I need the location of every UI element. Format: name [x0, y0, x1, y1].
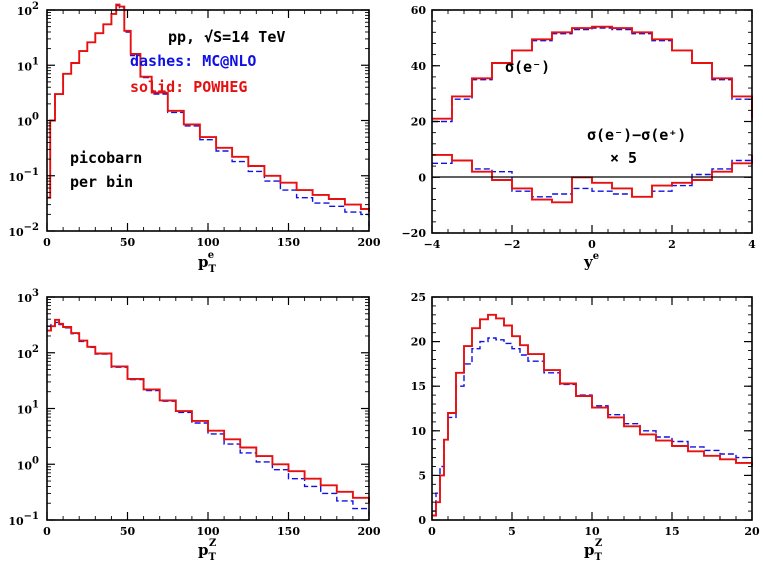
- x-tick-label: 50: [120, 236, 136, 249]
- legend-mcatnlo-label: dashes: MC@NLO: [130, 52, 256, 70]
- x-tick-label: 150: [277, 525, 300, 538]
- x-tick-label: 20: [744, 525, 760, 538]
- x-tick-label: 10: [584, 525, 600, 538]
- x-axis-title-top-left: pTe: [198, 250, 217, 275]
- y-tick-label: 0: [418, 514, 426, 527]
- series-powheg-1: [432, 25, 753, 120]
- ticks-bottom-left: 0 50 100 150 200 10−1 100 101 102 103: [8, 288, 380, 538]
- asymmetry-label: σ(e⁻)−σ(e⁺): [587, 126, 686, 144]
- unit-note-line2: per bin: [70, 173, 133, 191]
- x-axis-title-bottom-left: pTZ: [198, 538, 217, 563]
- series-layer-top-left: [47, 3, 370, 227]
- x-tick-label: 0: [43, 236, 51, 249]
- x-axis-title-top-right: ye: [583, 251, 599, 271]
- panel-top-left: 0 50 100 150 200 10−2 10−1 100 101 102 pTe pp, √S…: [8, 1, 380, 275]
- y-tick-label: 0: [418, 171, 426, 184]
- legend-energy-label: pp, √S=14 TeV: [168, 28, 285, 46]
- y-tick-label: 101: [17, 400, 39, 417]
- series-layer-bottom-left: [47, 318, 370, 516]
- x-tick-label: 0: [428, 525, 436, 538]
- y-tick-label: 15: [411, 380, 426, 393]
- x-tick-label: 0: [588, 238, 596, 251]
- series-powheg-3: [432, 153, 753, 204]
- x-tick-label: 0: [43, 525, 51, 538]
- x-tick-label: −4: [424, 238, 441, 251]
- y-tick-label: 40: [411, 60, 427, 73]
- ticks-top-left: 0 50 100 150 200 10−2 10−1 100 101 102: [8, 1, 380, 249]
- y-tick-label: 103: [17, 288, 39, 305]
- x-tick-label: 200: [358, 525, 381, 538]
- x-tick-label: 4: [748, 238, 756, 251]
- y-tick-label: −20: [401, 227, 426, 240]
- plot-frame-top-right: [431, 9, 753, 234]
- y-tick-label: 60: [411, 4, 427, 17]
- y-tick-label: 10: [411, 425, 427, 438]
- series-layer-top-right: [432, 25, 753, 204]
- y-tick-label: 10−1: [8, 511, 39, 528]
- y-tick-label: 102: [17, 1, 39, 18]
- x-tick-label: 200: [358, 236, 381, 249]
- y-tick-label: 20: [411, 116, 427, 129]
- x-tick-label: 2: [668, 238, 676, 251]
- series-mcnlo-2: [432, 159, 753, 198]
- x-tick-label: 100: [197, 525, 220, 538]
- series-powheg-1: [47, 3, 370, 213]
- y-tick-label: 102: [17, 344, 39, 361]
- y-tick-label: 100: [17, 112, 39, 129]
- sigma-label: σ(e⁻): [505, 58, 550, 76]
- series-mcnlo-0: [432, 337, 753, 512]
- panel-bottom-right: 0 5 10 15 20 0 5 10 15 20 25 pTZ: [411, 291, 760, 563]
- ticks-bottom-right: 0 5 10 15 20 0 5 10 15 20 25: [411, 291, 760, 538]
- series-mcnlo-0: [432, 27, 753, 123]
- scale-factor-label: × 5: [610, 149, 637, 167]
- series-powheg-1: [432, 313, 753, 517]
- panel-bottom-left: 0 50 100 150 200 10−1 100 101 102 103 pTZ: [8, 288, 380, 563]
- x-tick-label: 15: [664, 525, 679, 538]
- y-tick-label: 10−2: [8, 222, 39, 239]
- y-tick-label: 25: [411, 291, 426, 304]
- y-tick-label: 101: [17, 56, 39, 73]
- y-tick-label: 100: [17, 455, 39, 472]
- x-tick-label: 100: [197, 236, 220, 249]
- legend-powheg-label: solid: POWHEG: [130, 78, 247, 96]
- x-tick-label: 50: [120, 525, 136, 538]
- y-tick-label: 5: [418, 469, 426, 482]
- x-tick-label: 150: [277, 236, 300, 249]
- x-tick-label: 5: [508, 525, 516, 538]
- series-layer-bottom-right: [432, 313, 753, 517]
- unit-note-line1: picobarn: [70, 149, 142, 167]
- y-tick-label: 20: [411, 336, 427, 349]
- y-tick-label: 10−1: [8, 167, 39, 184]
- x-axis-title-bottom-right: pTZ: [584, 538, 603, 563]
- series-powheg-1: [47, 318, 370, 504]
- x-tick-label: −2: [504, 238, 521, 251]
